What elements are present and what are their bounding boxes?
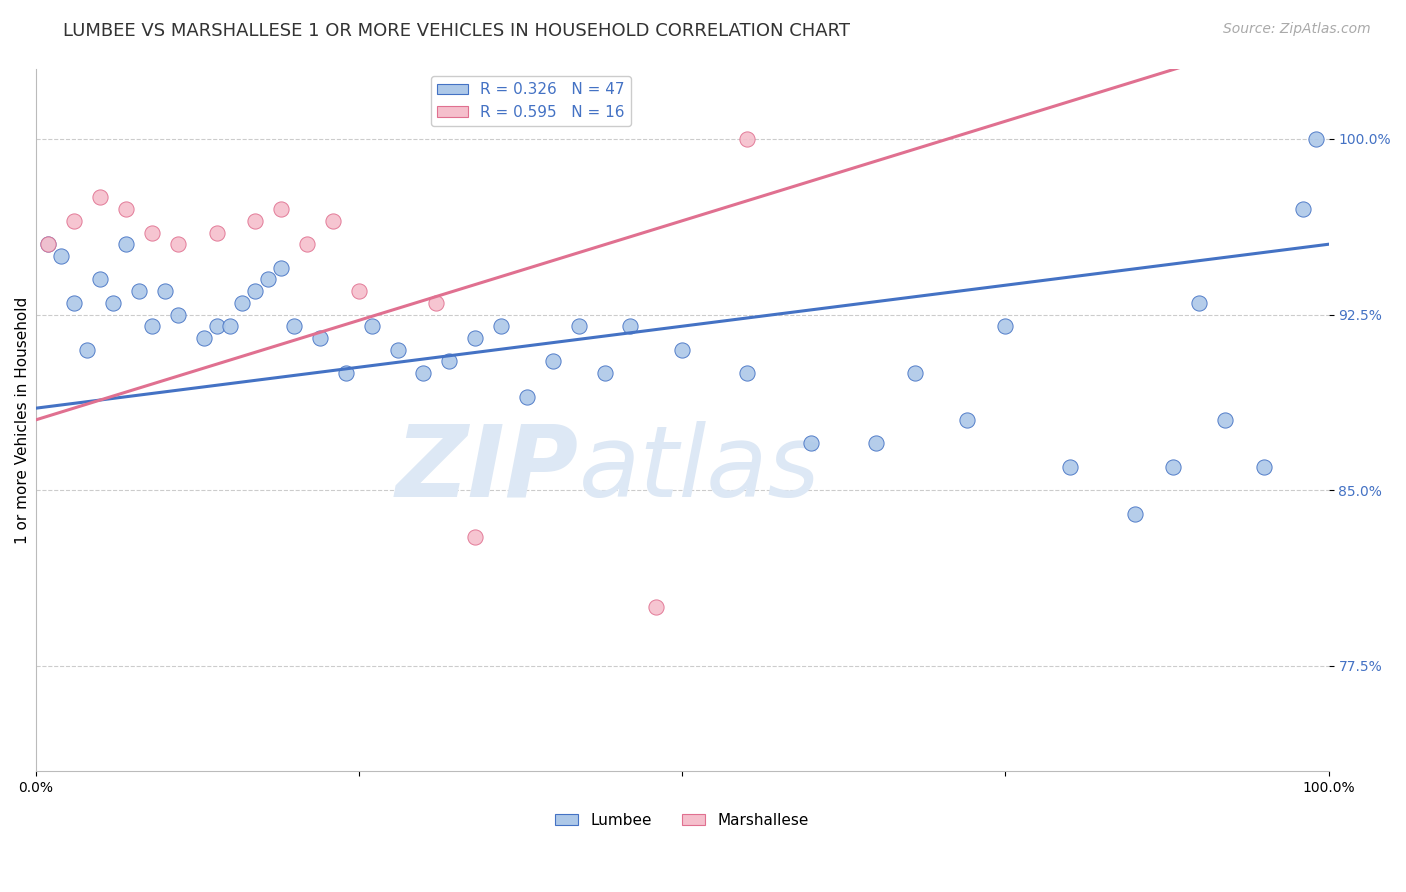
Point (89, 190, 111, 204)
Point (865, 436, 887, 450)
Point (270, 202, 292, 216)
Point (153, 284, 176, 298)
Point (619, 319, 641, 334)
Text: ZIP: ZIP (395, 421, 579, 517)
Point (283, 319, 305, 334)
Point (955, 413, 977, 427)
Point (63, 214, 86, 228)
Point (245, 214, 267, 228)
Point (76, 343, 98, 357)
Point (735, 132, 758, 146)
Point (257, 272, 280, 286)
Point (1059, 459, 1081, 474)
Point (218, 319, 240, 334)
Point (516, 390, 538, 404)
Point (322, 214, 344, 228)
Text: Source: ZipAtlas.com: Source: ZipAtlas.com (1223, 22, 1371, 37)
Point (489, 319, 512, 334)
Point (800, 436, 823, 450)
Point (671, 343, 693, 357)
Y-axis label: 1 or more Vehicles in Household: 1 or more Vehicles in Household (15, 296, 30, 543)
Text: atlas: atlas (579, 421, 820, 517)
Point (63, 295, 86, 310)
Point (141, 226, 163, 240)
Point (166, 308, 188, 322)
Point (309, 331, 332, 345)
Point (464, 331, 486, 345)
Point (295, 237, 318, 252)
Point (593, 366, 616, 380)
Point (439, 354, 461, 368)
Point (1305, 132, 1327, 146)
Point (115, 237, 138, 252)
Point (1188, 295, 1211, 310)
Point (1123, 507, 1146, 521)
Point (347, 284, 370, 298)
Point (245, 284, 267, 298)
Point (464, 530, 486, 544)
Text: LUMBEE VS MARSHALLESE 1 OR MORE VEHICLES IN HOUSEHOLD CORRELATION CHART: LUMBEE VS MARSHALLESE 1 OR MORE VEHICLES… (63, 22, 851, 40)
Point (89, 272, 111, 286)
Point (101, 295, 124, 310)
Point (115, 202, 138, 216)
Point (205, 226, 228, 240)
Point (904, 366, 927, 380)
Point (360, 319, 382, 334)
Point (1213, 413, 1236, 427)
Point (412, 366, 434, 380)
Legend: Lumbee, Marshallese: Lumbee, Marshallese (550, 806, 815, 834)
Point (231, 295, 253, 310)
Point (645, 600, 668, 615)
Point (1163, 459, 1185, 474)
Point (51, 249, 73, 263)
Point (387, 343, 409, 357)
Point (128, 284, 150, 298)
Point (425, 295, 447, 310)
Point (735, 366, 758, 380)
Point (335, 366, 357, 380)
Point (141, 319, 163, 334)
Point (37, 237, 59, 252)
Point (1253, 459, 1275, 474)
Point (193, 331, 215, 345)
Point (1292, 202, 1315, 216)
Point (994, 319, 1017, 334)
Point (541, 354, 564, 368)
Point (568, 319, 591, 334)
Point (166, 237, 188, 252)
Point (205, 319, 228, 334)
Point (270, 260, 292, 275)
Point (37, 237, 59, 252)
